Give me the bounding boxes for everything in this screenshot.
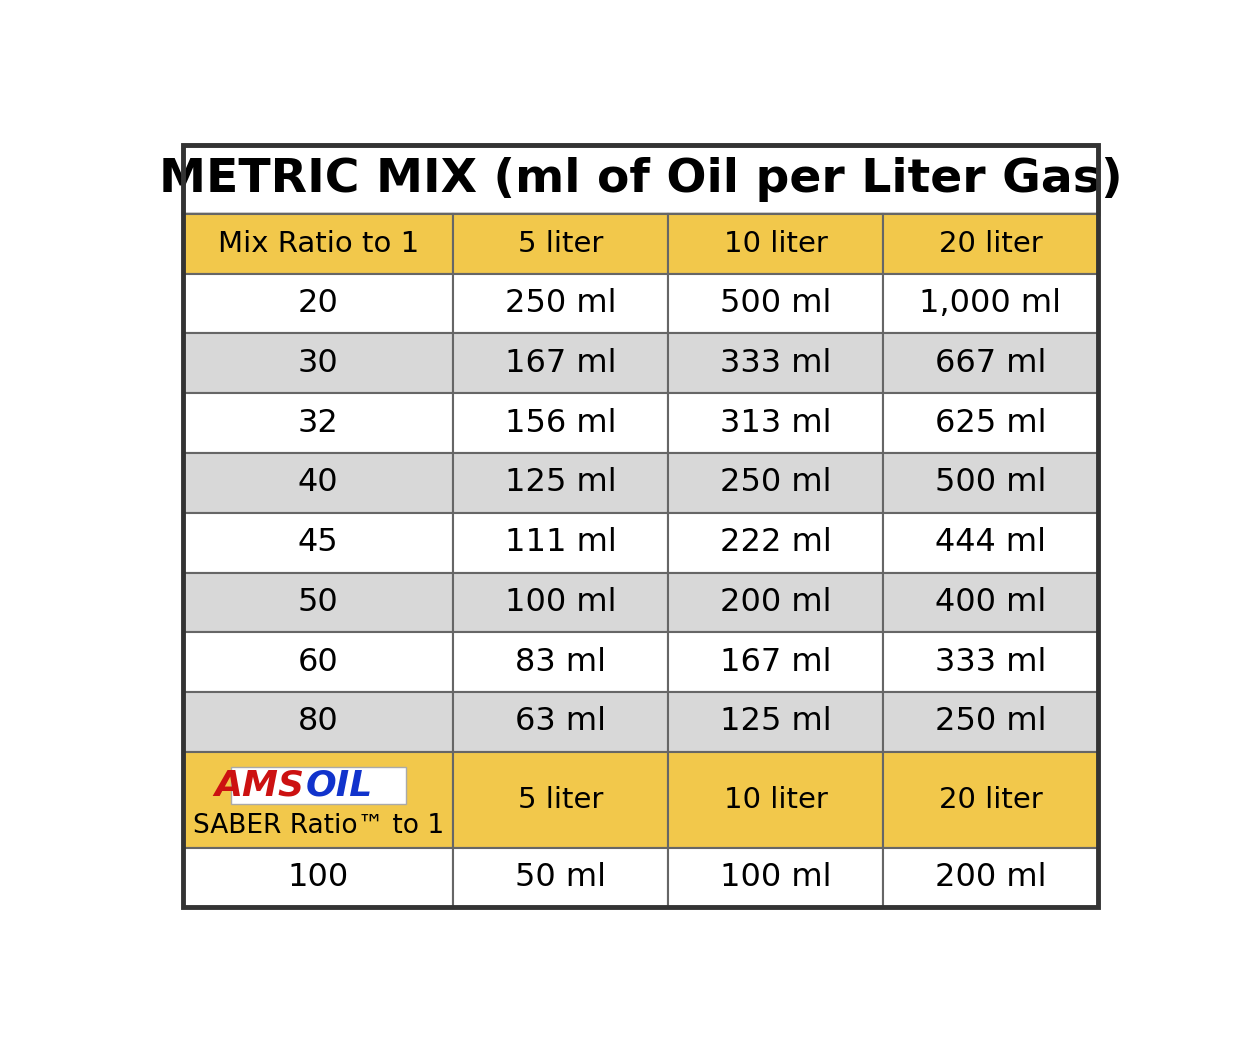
Text: 250 ml: 250 ml — [720, 468, 831, 498]
Text: 200 ml: 200 ml — [720, 587, 831, 618]
Bar — [882, 632, 1098, 692]
Bar — [454, 572, 668, 632]
Bar — [882, 214, 1098, 274]
Text: Mix Ratio to 1: Mix Ratio to 1 — [217, 229, 419, 257]
Text: 60: 60 — [298, 647, 339, 677]
Text: 156 ml: 156 ml — [505, 407, 616, 439]
Text: 20 liter: 20 liter — [939, 786, 1042, 814]
Text: 111 ml: 111 ml — [505, 527, 616, 559]
Bar — [668, 572, 882, 632]
Bar — [184, 692, 454, 752]
Text: 63 ml: 63 ml — [515, 706, 606, 738]
Bar — [454, 274, 668, 333]
Text: 40: 40 — [298, 468, 339, 498]
Text: 83 ml: 83 ml — [515, 647, 606, 677]
Bar — [184, 752, 454, 847]
Bar — [454, 453, 668, 513]
Bar — [668, 632, 882, 692]
Text: 222 ml: 222 ml — [720, 527, 831, 559]
Text: 200 ml: 200 ml — [935, 862, 1046, 893]
Bar — [882, 513, 1098, 572]
Bar — [230, 767, 406, 803]
Bar — [882, 453, 1098, 513]
Text: 125 ml: 125 ml — [505, 468, 616, 498]
Bar — [454, 513, 668, 572]
Text: OIL: OIL — [305, 768, 372, 802]
Text: 444 ml: 444 ml — [935, 527, 1046, 559]
Bar — [668, 847, 882, 908]
Text: 125 ml: 125 ml — [720, 706, 831, 738]
Bar — [184, 333, 454, 393]
Bar — [668, 214, 882, 274]
Text: 313 ml: 313 ml — [720, 407, 831, 439]
Bar — [668, 453, 882, 513]
Text: 667 ml: 667 ml — [935, 348, 1046, 379]
Text: 625 ml: 625 ml — [935, 407, 1046, 439]
Bar — [184, 214, 454, 274]
Text: 1,000 ml: 1,000 ml — [920, 288, 1061, 319]
Bar — [668, 752, 882, 847]
Text: 100 ml: 100 ml — [505, 587, 616, 618]
Text: 10 liter: 10 liter — [724, 786, 828, 814]
Bar — [882, 333, 1098, 393]
Bar — [454, 333, 668, 393]
Text: 100: 100 — [288, 862, 349, 893]
Bar — [184, 393, 454, 453]
Text: 500 ml: 500 ml — [720, 288, 831, 319]
Text: 400 ml: 400 ml — [935, 587, 1046, 618]
Bar — [184, 632, 454, 692]
Bar — [668, 513, 882, 572]
Bar — [184, 453, 454, 513]
Text: 250 ml: 250 ml — [935, 706, 1046, 738]
Text: 50: 50 — [298, 587, 339, 618]
Text: 20 liter: 20 liter — [939, 229, 1042, 257]
Bar — [184, 274, 454, 333]
Bar — [454, 214, 668, 274]
Bar — [882, 393, 1098, 453]
Bar — [184, 847, 454, 908]
Text: 167 ml: 167 ml — [720, 647, 831, 677]
Text: 5 liter: 5 liter — [518, 229, 604, 257]
Text: AMS: AMS — [214, 768, 304, 802]
Bar — [454, 752, 668, 847]
Text: 10 liter: 10 liter — [724, 229, 828, 257]
Bar — [184, 513, 454, 572]
Text: 45: 45 — [298, 527, 339, 559]
Text: 5 liter: 5 liter — [518, 786, 604, 814]
Text: 50 ml: 50 ml — [515, 862, 606, 893]
Bar — [454, 692, 668, 752]
Bar — [882, 572, 1098, 632]
Bar — [184, 145, 1098, 214]
Text: SABER Ratio™ to 1: SABER Ratio™ to 1 — [192, 814, 444, 840]
Text: 500 ml: 500 ml — [935, 468, 1046, 498]
Text: 20: 20 — [298, 288, 339, 319]
Bar — [668, 333, 882, 393]
Text: 333 ml: 333 ml — [935, 647, 1046, 677]
Bar — [454, 847, 668, 908]
Bar — [454, 393, 668, 453]
Text: 80: 80 — [298, 706, 339, 738]
Bar — [668, 692, 882, 752]
Bar — [882, 752, 1098, 847]
Bar — [882, 692, 1098, 752]
Text: 32: 32 — [298, 407, 339, 439]
Bar — [882, 847, 1098, 908]
Bar — [668, 393, 882, 453]
Bar — [184, 572, 454, 632]
Text: 100 ml: 100 ml — [720, 862, 831, 893]
Text: 167 ml: 167 ml — [505, 348, 616, 379]
Bar — [668, 274, 882, 333]
Text: 333 ml: 333 ml — [720, 348, 831, 379]
Text: 30: 30 — [298, 348, 339, 379]
Bar — [454, 632, 668, 692]
Text: METRIC MIX (ml of Oil per Liter Gas): METRIC MIX (ml of Oil per Liter Gas) — [159, 157, 1122, 202]
Text: 250 ml: 250 ml — [505, 288, 616, 319]
Bar — [882, 274, 1098, 333]
